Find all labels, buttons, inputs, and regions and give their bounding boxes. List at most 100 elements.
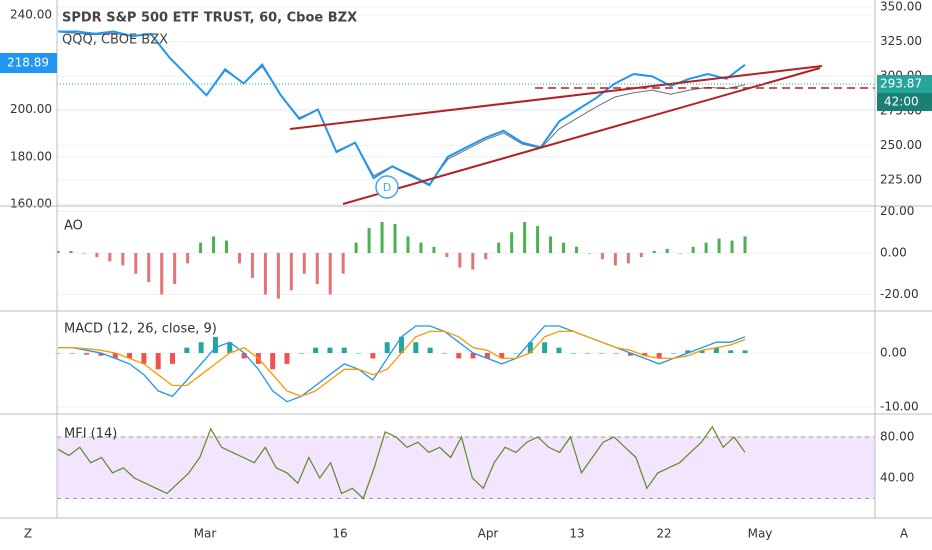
histogram-bar (585, 353, 591, 354)
histogram-bar (134, 253, 138, 274)
histogram-bar (302, 253, 306, 274)
histogram-bar (69, 353, 75, 354)
histogram-bar (69, 250, 73, 254)
histogram-bar (427, 347, 433, 354)
macd-line (58, 325, 746, 403)
y-tick-label: 240.00 (10, 7, 52, 21)
histogram-bar (186, 253, 190, 264)
histogram-bar (173, 253, 177, 285)
histogram-bar (499, 353, 505, 359)
y2-tick-label: 225.00 (880, 172, 922, 186)
histogram-bar (127, 353, 133, 359)
histogram-bar (742, 350, 748, 354)
histogram-bar (225, 240, 229, 254)
histogram-bar (356, 353, 362, 354)
x-tick-label: Apr (478, 527, 499, 541)
qqq-price-box (0, 53, 57, 73)
histogram-bar (289, 253, 293, 291)
histogram-bar (717, 238, 721, 254)
histogram-bar (652, 250, 656, 254)
histogram-bar (121, 253, 125, 266)
y-tick-label: 80.00 (880, 430, 914, 444)
macd-line (58, 330, 746, 397)
histogram-bar (549, 236, 553, 254)
histogram-bar (743, 236, 747, 254)
histogram-bar (241, 353, 247, 359)
histogram-bar (484, 253, 488, 260)
x-tick-label: 13 (569, 527, 584, 541)
histogram-bar (237, 253, 241, 264)
histogram-bar (315, 253, 319, 285)
histogram-bar (184, 347, 190, 354)
x-tick-label: 16 (332, 527, 347, 541)
histogram-bar (600, 253, 604, 260)
dividend-marker[interactable] (375, 175, 399, 199)
histogram-bar (713, 347, 719, 354)
histogram-bar (413, 342, 419, 354)
y2-tick-label: 325.00 (880, 34, 922, 48)
histogram-bar (370, 353, 376, 359)
y2-tick-label: 350.00 (880, 0, 922, 14)
mfi-band (57, 437, 875, 499)
histogram-bar (141, 353, 147, 364)
histogram-bar (212, 236, 216, 254)
histogram-bar (613, 353, 619, 354)
dividend-marker-text: D (383, 181, 391, 194)
spy-price: 293.87 (880, 77, 922, 91)
mfi-line (57, 425, 746, 500)
countdown: 42:00 (884, 95, 919, 109)
histogram-bar (155, 353, 161, 370)
y-tick-label: -20.00 (880, 287, 919, 301)
histogram-bar (685, 350, 691, 354)
histogram-bar (562, 242, 566, 254)
histogram-bar (471, 253, 475, 270)
histogram-bar (570, 353, 576, 354)
x-tick-label: Mar (194, 527, 217, 541)
histogram-bar (250, 253, 254, 278)
mfi-title: MFI (14) (64, 427, 117, 442)
histogram-bar (198, 342, 204, 354)
histogram-bar (626, 253, 630, 264)
histogram-bar (470, 353, 476, 359)
histogram-bar (367, 228, 371, 254)
histogram-bar (628, 353, 633, 356)
histogram-bar (270, 353, 276, 370)
histogram-bar (284, 353, 290, 364)
histogram-bar (82, 253, 86, 254)
histogram-bar (406, 236, 410, 254)
histogram-bar (497, 242, 501, 254)
spy-price-box (877, 75, 932, 93)
ao-title: AO (64, 219, 83, 234)
y-tick-label: 40.00 (880, 471, 914, 485)
histogram-bar (458, 253, 462, 268)
histogram-bar (513, 353, 519, 354)
histogram-bar (678, 253, 682, 254)
histogram-bar (147, 253, 151, 283)
y-tick-label: 200.00 (10, 102, 52, 116)
histogram-bar (112, 353, 118, 359)
histogram-bar (441, 353, 447, 354)
trend-line (342, 67, 821, 205)
compare-symbol: QQQ, CBOE BZX (62, 33, 168, 48)
countdown-box (877, 93, 932, 111)
histogram-bar (639, 253, 643, 258)
x-tick-label: May (748, 527, 773, 541)
histogram-bar (84, 353, 90, 355)
price-line-series (58, 30, 746, 187)
zoom-button[interactable]: Z (24, 527, 32, 541)
histogram-bar (523, 221, 527, 254)
y-tick-label: 0.00 (880, 246, 907, 260)
histogram-bar (108, 253, 112, 262)
histogram-bar (536, 226, 540, 254)
histogram-bar (298, 353, 304, 354)
histogram-bar (730, 240, 734, 254)
auto-scale-button[interactable]: A (900, 527, 909, 541)
histogram-bar (556, 347, 562, 354)
histogram-bar (656, 353, 662, 359)
histogram-bar (327, 347, 333, 354)
y2-tick-label: 250.00 (880, 138, 922, 152)
histogram-bar (399, 336, 404, 354)
histogram-bar (613, 253, 617, 266)
histogram-bar (699, 350, 705, 354)
